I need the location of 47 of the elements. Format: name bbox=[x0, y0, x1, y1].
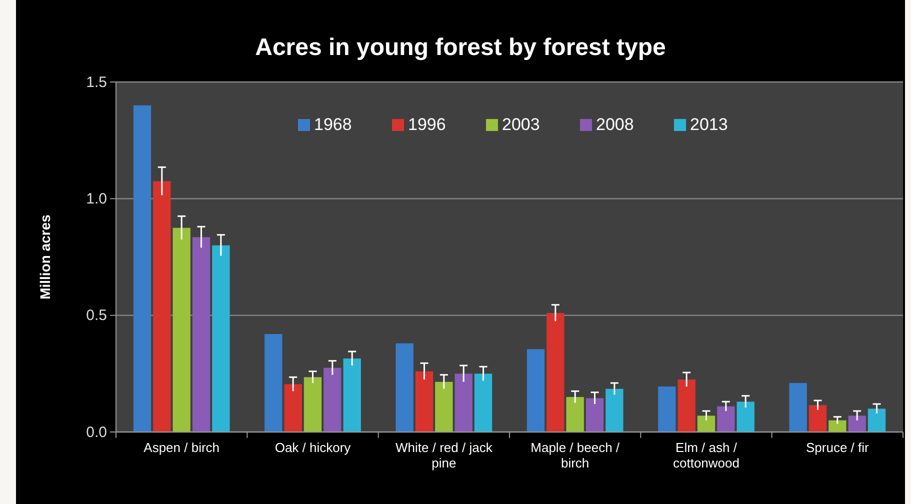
bar bbox=[678, 380, 696, 432]
bar bbox=[717, 406, 735, 432]
y-tick-label: 0.5 bbox=[86, 307, 107, 324]
y-tick-label: 1.0 bbox=[86, 190, 107, 208]
x-tick-label: Aspen / birch bbox=[144, 440, 220, 455]
bar bbox=[264, 334, 282, 432]
bar bbox=[658, 386, 676, 432]
x-tick-label: Oak / hickory bbox=[274, 440, 352, 455]
y-tick-label: 1.5 bbox=[86, 74, 107, 91]
bar bbox=[789, 383, 807, 432]
bar bbox=[736, 402, 754, 432]
bar bbox=[153, 181, 171, 432]
bar bbox=[343, 358, 361, 432]
bar bbox=[848, 416, 866, 432]
y-tick-label: 0.0 bbox=[86, 424, 107, 441]
bar bbox=[566, 397, 584, 432]
bar bbox=[435, 382, 453, 432]
bar bbox=[828, 420, 846, 432]
x-tick-label: White / red / jack pine bbox=[396, 440, 493, 471]
legend-label: 2008 bbox=[596, 115, 634, 134]
chart-title: Acres in young forest by forest type bbox=[255, 34, 666, 61]
bar bbox=[324, 368, 342, 432]
y-axis-title: Million acres bbox=[37, 214, 53, 300]
bar bbox=[415, 371, 434, 432]
bar bbox=[474, 374, 492, 432]
x-tick-label: Spruce / fir bbox=[806, 440, 870, 455]
x-tick-label: Maple / beech / birch bbox=[530, 440, 620, 471]
legend-label: 1968 bbox=[314, 115, 352, 134]
bar bbox=[606, 388, 624, 432]
bar bbox=[586, 398, 604, 432]
bar bbox=[133, 105, 152, 432]
legend-label: 1996 bbox=[408, 115, 446, 134]
bar bbox=[192, 237, 210, 432]
bar bbox=[808, 405, 827, 432]
bar bbox=[212, 245, 230, 432]
bar bbox=[454, 374, 472, 432]
legend-label: 2003 bbox=[502, 115, 540, 134]
legend-label: 2013 bbox=[690, 115, 728, 134]
bar bbox=[697, 416, 716, 432]
bar bbox=[396, 343, 414, 432]
bar bbox=[284, 384, 302, 432]
bar bbox=[304, 377, 322, 432]
bar bbox=[526, 349, 545, 432]
bar bbox=[172, 228, 190, 432]
x-tick-label: Elm / ash / cottonwood bbox=[673, 440, 740, 471]
bar bbox=[546, 313, 564, 432]
bar bbox=[868, 408, 886, 432]
